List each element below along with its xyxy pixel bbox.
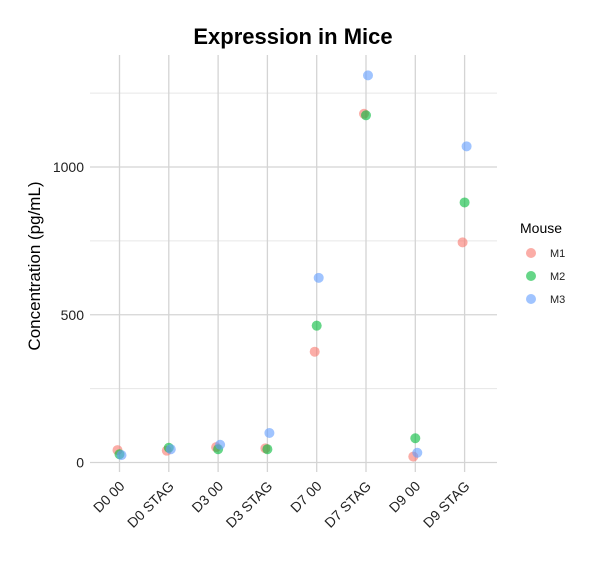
data-point-m3 xyxy=(215,439,226,450)
x-tick-label: D0 00 xyxy=(90,478,128,516)
x-tick-label: D0 STAG xyxy=(124,478,177,531)
data-point-m3 xyxy=(264,427,275,438)
legend-label-m2: M2 xyxy=(550,271,565,283)
data-point-m3 xyxy=(461,141,472,152)
data-point-m3 xyxy=(412,447,423,458)
x-tick-label: D7 00 xyxy=(287,478,325,516)
data-point-m2 xyxy=(410,433,421,444)
data-point-m2 xyxy=(262,444,273,455)
data-points xyxy=(112,70,472,462)
legend-label-m1: M1 xyxy=(550,248,565,260)
x-tick-label: D7 STAG xyxy=(321,478,374,531)
y-tick-label: 500 xyxy=(61,307,85,323)
grid xyxy=(90,55,497,472)
y-axis-label: Concentration (pg/mL) xyxy=(25,181,44,350)
y-tick-label: 1000 xyxy=(53,159,84,175)
data-point-m1 xyxy=(309,346,320,357)
data-point-m2 xyxy=(459,197,470,208)
x-tick-label: D3 STAG xyxy=(223,478,276,531)
x-tick-label: D3 00 xyxy=(188,478,226,516)
data-point-m3 xyxy=(165,444,176,455)
legend-key-m1 xyxy=(526,248,536,258)
data-point-m1 xyxy=(457,237,468,248)
data-point-m3 xyxy=(363,70,373,81)
legend-key-m3 xyxy=(526,294,536,304)
data-point-m3 xyxy=(116,450,127,461)
legend: Mouse M1 M2 M3 xyxy=(520,220,565,306)
legend-key-m2 xyxy=(526,271,536,281)
data-point-m3 xyxy=(313,272,324,283)
y-tick-label: 0 xyxy=(76,455,84,471)
x-tick-label: D9 STAG xyxy=(420,478,473,531)
x-tick-label: D9 00 xyxy=(386,478,424,516)
legend-label-m3: M3 xyxy=(550,294,565,306)
legend-title: Mouse xyxy=(520,220,562,236)
data-point-m2 xyxy=(361,110,371,121)
chart-title: Expression in Mice xyxy=(193,24,392,49)
data-point-m2 xyxy=(311,320,322,331)
